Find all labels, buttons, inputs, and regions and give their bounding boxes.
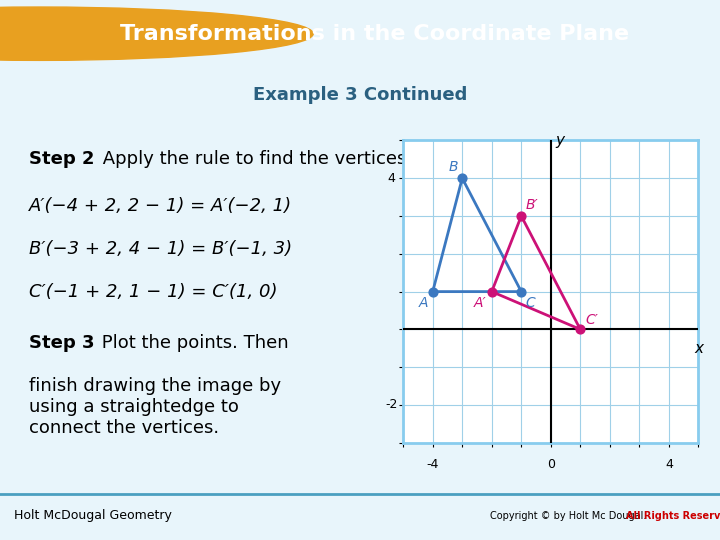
Text: finish drawing the image by
using a straightedge to
connect the vertices.: finish drawing the image by using a stra… (29, 377, 281, 437)
Text: B′(−3 + 2, 4 − 1) = B′(−1, 3): B′(−3 + 2, 4 − 1) = B′(−1, 3) (29, 240, 292, 258)
Text: B: B (449, 160, 458, 174)
Text: 0: 0 (546, 458, 555, 471)
Point (427, 287, 438, 296)
Text: Copyright © by Holt Mc Dougal.: Copyright © by Holt Mc Dougal. (490, 511, 649, 521)
Text: C: C (526, 296, 535, 310)
Text: B′: B′ (526, 198, 538, 212)
Text: All Rights Reserved.: All Rights Reserved. (626, 511, 720, 521)
Text: Apply the rule to find the vertices of the image.: Apply the rule to find the vertices of t… (97, 150, 533, 167)
Point (456, 174, 468, 183)
Text: Example 3 Continued: Example 3 Continued (253, 85, 467, 104)
Text: -2: -2 (385, 399, 397, 411)
Point (486, 287, 498, 296)
Point (575, 325, 586, 334)
Text: Holt McDougal Geometry: Holt McDougal Geometry (14, 509, 172, 522)
Text: Step 2: Step 2 (29, 150, 94, 167)
Text: Transformations in the Coordinate Plane: Transformations in the Coordinate Plane (120, 24, 629, 44)
Text: 4: 4 (387, 172, 395, 185)
Text: -4: -4 (426, 458, 439, 471)
Point (516, 212, 527, 220)
Text: C′: C′ (585, 313, 598, 327)
Text: Plot the points. Then: Plot the points. Then (96, 334, 289, 352)
Text: C′(−1 + 2, 1 − 1) = C′(1, 0): C′(−1 + 2, 1 − 1) = C′(1, 0) (29, 284, 277, 301)
Text: Step 3: Step 3 (29, 334, 94, 352)
Point (516, 287, 527, 296)
Text: A′(−4 + 2, 2 − 1) = A′(−2, 1): A′(−4 + 2, 2 − 1) = A′(−2, 1) (29, 197, 292, 214)
Text: x: x (694, 341, 703, 356)
Text: A′: A′ (474, 296, 486, 310)
Circle shape (0, 7, 313, 60)
Text: 4: 4 (665, 458, 672, 471)
Text: y: y (555, 133, 564, 148)
Text: A: A (419, 296, 428, 310)
